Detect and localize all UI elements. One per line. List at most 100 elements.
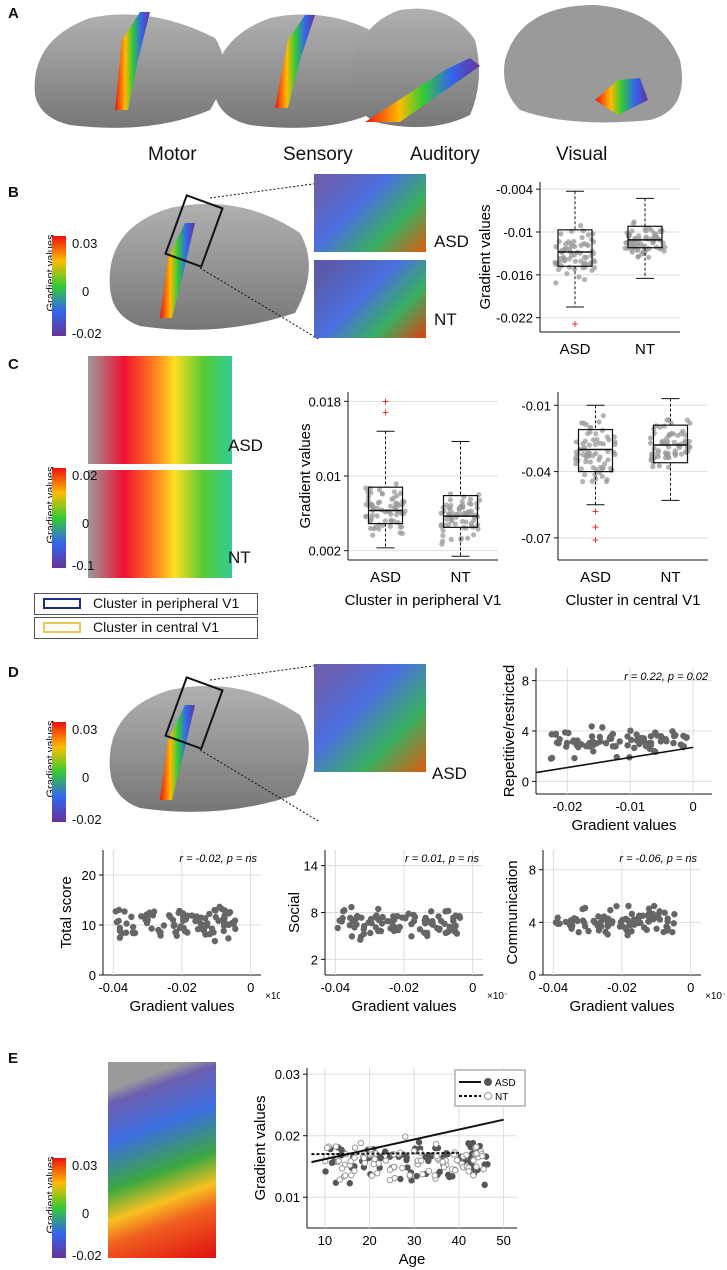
data-point [402, 914, 409, 921]
data-point [143, 914, 151, 921]
panel-label-b: B [8, 184, 19, 201]
data-point [463, 525, 469, 531]
data-point [468, 508, 474, 514]
data-point [121, 908, 128, 915]
y-tick-label: 4 [529, 915, 536, 930]
data-point [664, 441, 670, 447]
data-point [568, 919, 575, 927]
data-point [596, 419, 602, 425]
data-point [422, 914, 429, 922]
y-tick-label: 0.002 [308, 544, 341, 559]
data-point [431, 1172, 438, 1179]
data-point [391, 1174, 398, 1182]
data-point [360, 1154, 368, 1162]
data-point [647, 739, 655, 747]
colorbar-d-tick-mid: 0 [82, 770, 90, 785]
data-point [636, 233, 642, 239]
data-point [471, 532, 477, 538]
data-point [657, 424, 663, 430]
data-point [652, 234, 658, 240]
data-point [655, 450, 661, 456]
data-point [346, 922, 353, 929]
data-point [684, 417, 690, 423]
data-point [619, 916, 626, 923]
data-point [569, 253, 575, 259]
data-point [586, 453, 592, 459]
data-point [436, 925, 443, 933]
data-point [578, 466, 584, 472]
data-point [659, 439, 665, 446]
data-point [406, 1172, 414, 1179]
data-point [607, 906, 614, 914]
data-point [612, 743, 619, 750]
data-point [357, 1139, 365, 1147]
data-point [446, 505, 452, 511]
data-point [554, 914, 561, 921]
data-point [221, 907, 229, 914]
data-point [635, 247, 641, 253]
y-tick-label: 8 [529, 863, 536, 878]
data-point [661, 909, 668, 916]
data-point [579, 420, 585, 426]
colorbar-d [52, 722, 66, 822]
data-point [323, 1144, 331, 1151]
data-point [206, 910, 213, 918]
data-point [384, 917, 391, 925]
data-point [484, 1161, 491, 1168]
data-point [566, 264, 572, 270]
data-point [336, 917, 343, 924]
x-tick-label: 0 [247, 980, 254, 995]
data-point [452, 1167, 459, 1174]
data-point [212, 913, 219, 921]
data-point [410, 911, 417, 919]
data-point [590, 231, 596, 237]
y-tick-label: 0.02 [275, 1129, 300, 1144]
panel-label-a: A [8, 5, 19, 22]
data-point [592, 441, 598, 448]
data-point [656, 908, 663, 915]
data-point [212, 907, 219, 914]
data-point [481, 1181, 488, 1189]
data-point [473, 1163, 480, 1170]
data-point [670, 431, 676, 437]
data-point [349, 917, 356, 925]
data-point [647, 733, 655, 740]
data-point [375, 905, 382, 913]
data-point [394, 512, 400, 518]
data-point [172, 928, 180, 936]
data-point [647, 435, 654, 441]
brain-sensory [214, 14, 392, 128]
data-point [470, 1157, 477, 1164]
data-point [670, 739, 677, 747]
x-tick-label: 0 [690, 799, 697, 814]
data-point [348, 933, 356, 940]
data-point [645, 254, 652, 261]
data-point [576, 274, 582, 280]
x-tick-label: ASD [560, 341, 591, 358]
data-point [459, 499, 465, 505]
data-point [465, 1140, 472, 1147]
zoom-c-nt [88, 470, 232, 578]
data-point [479, 1152, 486, 1160]
data-point [392, 913, 399, 920]
data-point [671, 439, 677, 445]
y-tick-label: 2 [311, 952, 318, 967]
x-axis-label: Gradient values [569, 998, 674, 1015]
y-tick-label: 0.01 [275, 1190, 300, 1205]
data-point [458, 503, 464, 510]
data-point [322, 1168, 329, 1175]
zoom-c-nt-label: NT [228, 548, 251, 567]
data-point [630, 916, 638, 923]
chart-stat-label: r = 0.01, p = ns [405, 853, 479, 865]
data-point [558, 231, 564, 237]
data-point [346, 1180, 353, 1187]
data-point [683, 734, 690, 741]
data-point [573, 439, 579, 445]
data-point [599, 427, 606, 433]
y-tick-label: 0 [522, 774, 529, 789]
data-point [560, 254, 567, 260]
data-point [596, 733, 604, 741]
data-point [447, 497, 454, 503]
data-point [394, 493, 400, 499]
data-point [338, 1165, 346, 1172]
